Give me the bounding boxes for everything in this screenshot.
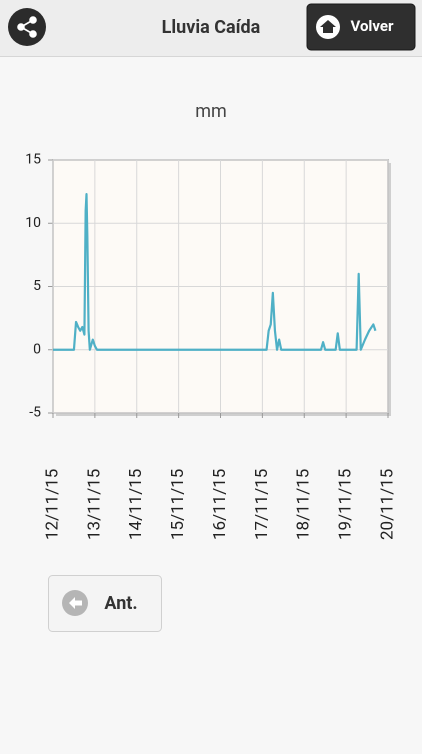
x-tick-label: 12/11/15 [42, 469, 62, 540]
prev-button-bg[interactable] [48, 575, 162, 632]
y-tick-label: -5 [29, 405, 41, 421]
prev-button-label[interactable]: Ant. [104, 593, 137, 614]
back-button[interactable]: Volver [306, 3, 416, 51]
data-line [53, 193, 377, 351]
x-tick-label: 20/11/15 [377, 469, 397, 540]
share-icon[interactable] [17, 16, 37, 38]
y-tick-label: 10 [25, 215, 41, 231]
prev-icon[interactable] [69, 597, 82, 609]
x-tick-label: 15/11/15 [168, 469, 188, 540]
chart: mm -5 0 5 10 15 12/11/15 13/11/15 14/11/15 15/11… [25, 101, 397, 540]
y-tick-label: 5 [33, 278, 41, 294]
back-button-label[interactable]: Volver [351, 17, 395, 35]
x-tick-label: 14/11/15 [126, 469, 146, 540]
y-tick-label: 15 [25, 152, 41, 168]
back-button-bg[interactable] [306, 3, 416, 51]
x-tick-label: 18/11/15 [294, 469, 314, 540]
header-title: Lluvia Caída [162, 17, 261, 38]
prev-button[interactable]: Ant. [48, 575, 162, 632]
x-tick-label: 17/11/15 [252, 469, 272, 540]
share-circle[interactable] [8, 8, 46, 46]
chart-title: mm [195, 101, 227, 122]
x-tick-label: 16/11/15 [210, 469, 230, 540]
x-tick-label: 19/11/15 [336, 469, 356, 540]
x-tick-label: 13/11/15 [84, 469, 104, 540]
home-icon[interactable] [320, 20, 336, 33]
y-tick-label: 0 [33, 341, 41, 357]
share-button[interactable] [8, 8, 46, 46]
